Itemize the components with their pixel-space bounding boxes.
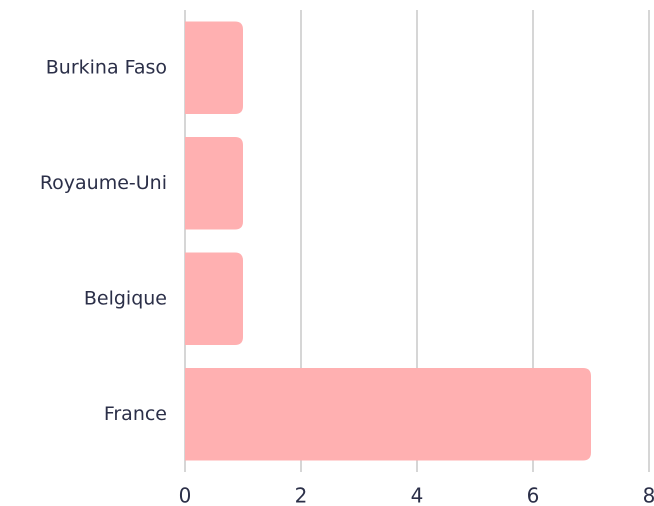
- x-tick-label: 6: [527, 484, 540, 506]
- y-tick-label: Burkina Faso: [46, 56, 167, 78]
- x-tick-label: 2: [295, 484, 308, 506]
- y-tick-label: Belgique: [84, 287, 167, 309]
- bar: [185, 137, 243, 230]
- x-tick-label: 0: [179, 484, 192, 506]
- bar: [185, 368, 591, 461]
- bar: [185, 21, 243, 114]
- x-tick-label: 8: [643, 484, 654, 506]
- y-tick-label: France: [104, 403, 167, 425]
- bar: [185, 252, 243, 345]
- x-tick-label: 4: [411, 484, 424, 506]
- y-tick-label: Royaume-Uni: [40, 172, 167, 194]
